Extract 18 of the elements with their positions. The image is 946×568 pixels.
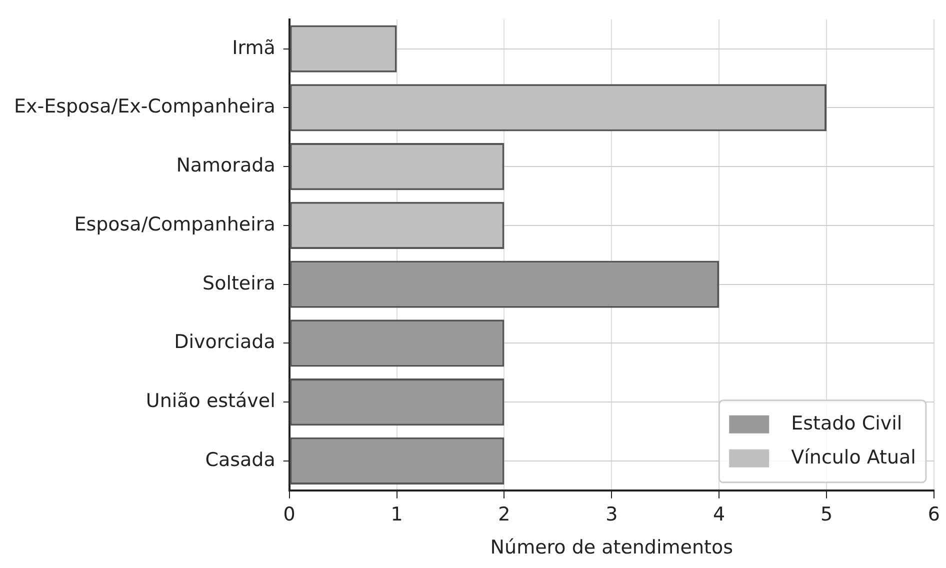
y-tick-label: Esposa/Companheira xyxy=(74,213,276,236)
x-tick-label: 2 xyxy=(498,504,510,526)
legend-label: Vínculo Atual xyxy=(791,446,916,468)
y-tick-label: Namorada xyxy=(176,154,276,177)
y-tick-label: Casada xyxy=(205,448,276,471)
x-tick-label: 1 xyxy=(390,504,403,526)
x-tick-label: 6 xyxy=(928,504,940,526)
x-tick-label: 4 xyxy=(713,504,726,526)
x-tick-label: 3 xyxy=(606,504,618,526)
legend-label: Estado Civil xyxy=(791,412,902,434)
y-tick-label: Solteira xyxy=(202,272,276,294)
y-tick-label: União estável xyxy=(146,390,276,412)
x-tick-label: 0 xyxy=(283,504,296,526)
y-tick-label: Irmã xyxy=(232,36,276,59)
x-tick-label: 5 xyxy=(820,504,833,526)
y-tick-label: Divorciada xyxy=(174,331,276,354)
x-axis-title: Número de atendimentos xyxy=(490,536,733,559)
y-tick-label: Ex-Esposa/Ex-Companheira xyxy=(14,96,276,118)
